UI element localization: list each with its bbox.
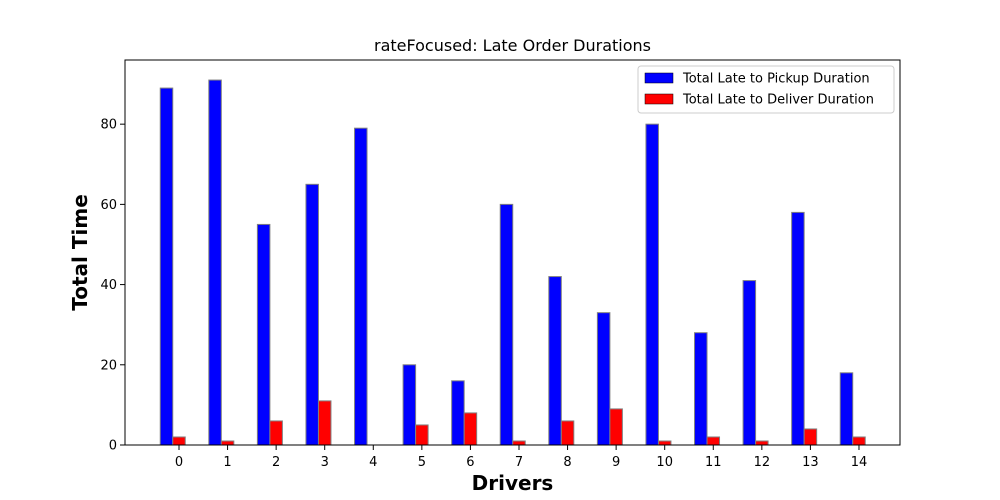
x-tick-label: 11 [705, 455, 722, 470]
y-tick-label: 0 [109, 439, 117, 454]
bar-pickup-0 [159, 87, 174, 446]
legend-box [637, 65, 895, 114]
y-tick-label: 40 [100, 278, 117, 293]
x-tick-label: 4 [369, 455, 377, 470]
bar-pickup-9 [596, 312, 611, 446]
bar-pickup-10 [645, 123, 659, 446]
x-tick-label: 1 [223, 455, 231, 470]
y-axis-label: Total Time [68, 194, 92, 311]
legend: Total Late to Pickup Duration Total Late… [637, 65, 895, 114]
y-tick-label: 20 [100, 358, 117, 373]
bar-deliver-12 [755, 440, 769, 446]
bar-pickup-5 [402, 364, 417, 446]
x-tick-label: 14 [851, 455, 868, 470]
x-tick-label: 9 [612, 455, 620, 470]
plot-frame [124, 59, 901, 446]
bar-deliver-1 [220, 440, 235, 446]
bar-deliver-7 [512, 440, 526, 446]
bar-pickup-8 [548, 276, 562, 446]
bar-pickup-14 [839, 372, 854, 446]
legend-label-deliver: Total Late to Deliver Duration [682, 93, 874, 108]
bar-deliver-9 [609, 408, 623, 446]
x-tick-label: 2 [272, 455, 280, 470]
x-tick-label: 6 [466, 455, 474, 470]
bar-pickup-7 [499, 203, 514, 446]
x-tick-label: 8 [563, 455, 571, 470]
bar-pickup-2 [256, 223, 271, 446]
bar-deliver-3 [317, 400, 332, 446]
y-tick-label: 60 [100, 198, 117, 213]
x-tick-label: 12 [754, 455, 771, 470]
legend-label-pickup: Total Late to Pickup Duration [682, 72, 870, 87]
legend-swatch-deliver [644, 93, 674, 105]
chart-title: rateFocused: Late Order Durations [374, 36, 651, 55]
legend-swatch-pickup [644, 72, 674, 84]
x-tick-label: 3 [321, 455, 329, 470]
y-tick-label: 80 [100, 118, 117, 133]
bar-pickup-3 [305, 183, 319, 446]
x-tick-label: 0 [175, 455, 183, 470]
bar-deliver-11 [706, 436, 721, 446]
bar-deliver-13 [803, 428, 818, 446]
bar-pickup-13 [791, 211, 805, 446]
bar-pickup-1 [208, 79, 222, 446]
x-tick-label: 10 [656, 455, 673, 470]
bar-pickup-12 [742, 280, 757, 446]
bar-pickup-4 [354, 127, 368, 446]
bar-deliver-6 [463, 412, 478, 446]
x-tick-label: 7 [515, 455, 523, 470]
bar-deliver-8 [560, 420, 575, 446]
y-axis: 0 20 40 60 80 [100, 118, 125, 454]
x-tick-label: 5 [418, 455, 426, 470]
bar-deliver-14 [852, 436, 866, 446]
bar-deliver-5 [415, 424, 429, 446]
bar-deliver-2 [269, 420, 283, 446]
bar-pickup-11 [694, 332, 708, 446]
bar-deliver-10 [657, 440, 672, 446]
bar-pickup-6 [451, 380, 465, 446]
bars-layer [159, 79, 866, 446]
x-tick-label: 13 [802, 455, 819, 470]
bar-deliver-0 [172, 436, 186, 446]
x-axis-label: Drivers [472, 471, 554, 495]
x-axis: 0 1 2 3 4 5 6 7 8 9 10 11 12 13 14 [175, 445, 867, 470]
